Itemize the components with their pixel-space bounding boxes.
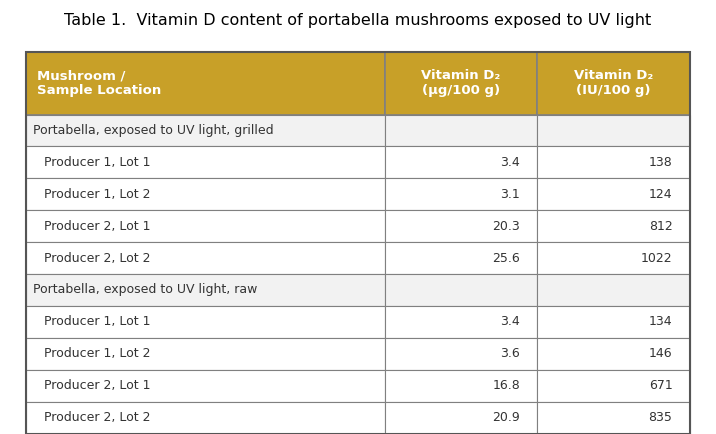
Text: 1022: 1022 <box>641 252 672 265</box>
Bar <box>537 338 690 370</box>
Text: Producer 1, Lot 2: Producer 1, Lot 2 <box>44 347 150 360</box>
Text: 16.8: 16.8 <box>492 379 520 392</box>
Text: 20.9: 20.9 <box>492 411 520 424</box>
Bar <box>26 242 384 274</box>
Text: 3.4: 3.4 <box>500 155 520 168</box>
Bar <box>384 210 537 242</box>
Bar <box>384 402 537 434</box>
Text: Producer 1, Lot 1: Producer 1, Lot 1 <box>44 315 150 328</box>
Bar <box>384 242 537 274</box>
Bar <box>26 52 384 115</box>
Text: 138: 138 <box>649 155 672 168</box>
Bar <box>26 210 384 242</box>
Text: 3.1: 3.1 <box>500 187 520 201</box>
Bar <box>384 115 537 146</box>
Text: Table 1.  Vitamin D content of portabella mushrooms exposed to UV light: Table 1. Vitamin D content of portabella… <box>64 13 652 28</box>
Bar <box>537 115 690 146</box>
Bar <box>537 306 690 338</box>
Text: Mushroom /
Sample Location: Mushroom / Sample Location <box>37 69 161 97</box>
Text: Vitamin D₂
(µg/100 g): Vitamin D₂ (µg/100 g) <box>421 69 500 97</box>
Bar <box>384 52 537 115</box>
Text: 3.4: 3.4 <box>500 315 520 328</box>
Bar <box>537 242 690 274</box>
Text: 20.3: 20.3 <box>492 220 520 233</box>
Bar <box>26 338 384 370</box>
Bar <box>384 370 537 402</box>
Text: Producer 1, Lot 1: Producer 1, Lot 1 <box>44 155 150 168</box>
Bar <box>537 210 690 242</box>
Bar <box>26 146 384 178</box>
Bar <box>26 52 690 434</box>
Text: 835: 835 <box>649 411 672 424</box>
Text: 134: 134 <box>649 315 672 328</box>
Text: 25.6: 25.6 <box>492 252 520 265</box>
Text: 124: 124 <box>649 187 672 201</box>
Text: Producer 2, Lot 2: Producer 2, Lot 2 <box>44 252 150 265</box>
Text: Vitamin D₂
(IU/100 g): Vitamin D₂ (IU/100 g) <box>574 69 653 97</box>
Bar <box>26 274 384 306</box>
Bar <box>26 115 384 146</box>
Bar <box>384 306 537 338</box>
Text: Producer 2, Lot 2: Producer 2, Lot 2 <box>44 411 150 424</box>
Bar <box>384 178 537 210</box>
Text: Portabella, exposed to UV light, grilled: Portabella, exposed to UV light, grilled <box>33 124 274 137</box>
Bar <box>537 52 690 115</box>
Bar <box>537 370 690 402</box>
Bar <box>26 402 384 434</box>
Bar <box>26 370 384 402</box>
Bar <box>384 274 537 306</box>
Bar <box>26 178 384 210</box>
Bar <box>537 178 690 210</box>
Text: Portabella, exposed to UV light, raw: Portabella, exposed to UV light, raw <box>33 283 258 296</box>
Bar <box>26 306 384 338</box>
Bar <box>537 146 690 178</box>
Bar <box>537 274 690 306</box>
Text: Producer 2, Lot 1: Producer 2, Lot 1 <box>44 379 150 392</box>
Text: 671: 671 <box>649 379 672 392</box>
Text: 3.6: 3.6 <box>500 347 520 360</box>
Bar <box>537 402 690 434</box>
Bar <box>384 338 537 370</box>
Text: Producer 1, Lot 2: Producer 1, Lot 2 <box>44 187 150 201</box>
Text: Producer 2, Lot 1: Producer 2, Lot 1 <box>44 220 150 233</box>
Bar <box>384 146 537 178</box>
Text: 812: 812 <box>649 220 672 233</box>
Text: 146: 146 <box>649 347 672 360</box>
